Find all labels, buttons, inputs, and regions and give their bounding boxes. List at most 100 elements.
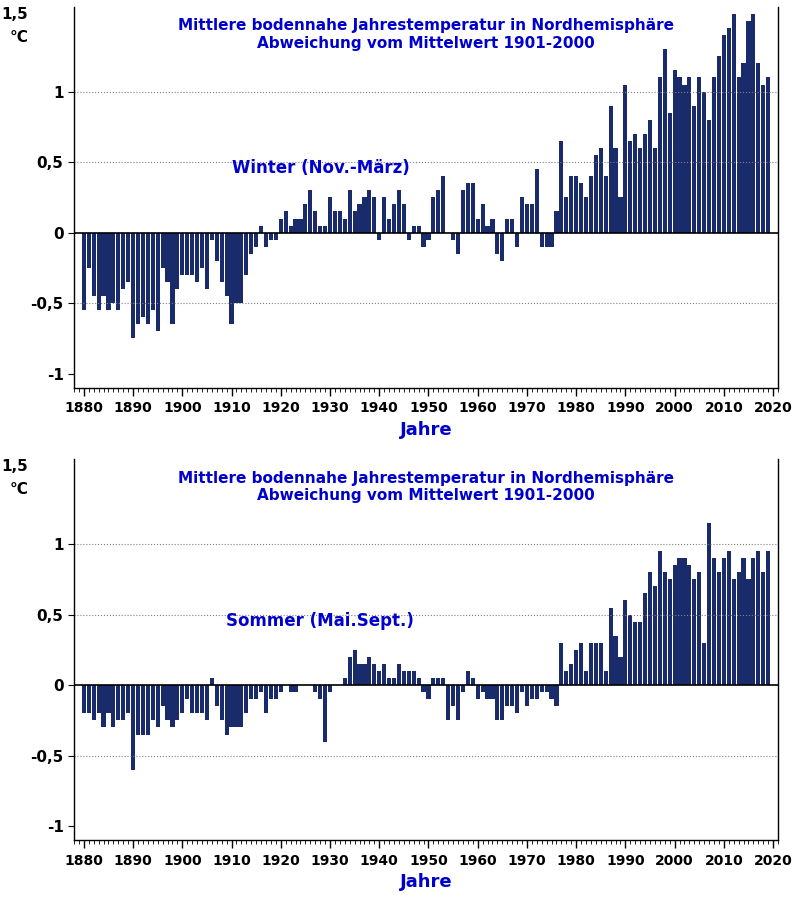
Bar bbox=[392, 678, 396, 685]
Bar bbox=[382, 198, 386, 233]
Bar bbox=[441, 678, 446, 685]
Bar bbox=[136, 233, 140, 324]
Bar bbox=[121, 233, 126, 289]
Bar bbox=[510, 218, 514, 233]
Bar bbox=[372, 198, 377, 233]
Bar bbox=[702, 643, 706, 685]
Bar bbox=[534, 169, 539, 233]
Bar bbox=[353, 650, 357, 685]
Bar bbox=[486, 685, 490, 700]
Bar bbox=[722, 559, 726, 685]
Bar bbox=[422, 685, 426, 692]
Bar bbox=[712, 559, 716, 685]
Bar bbox=[662, 49, 667, 233]
Bar bbox=[559, 141, 563, 233]
Bar bbox=[726, 28, 731, 233]
Bar bbox=[431, 198, 435, 233]
Bar bbox=[682, 84, 686, 233]
Bar bbox=[653, 586, 657, 685]
Bar bbox=[628, 614, 633, 685]
Bar bbox=[530, 205, 534, 233]
Bar bbox=[609, 106, 613, 233]
Bar bbox=[604, 671, 608, 685]
Bar bbox=[687, 77, 691, 233]
Bar bbox=[697, 77, 702, 233]
Bar bbox=[106, 685, 110, 713]
Bar bbox=[658, 77, 662, 233]
Bar bbox=[633, 621, 638, 685]
Bar bbox=[195, 685, 199, 713]
Bar bbox=[692, 106, 697, 233]
Bar bbox=[155, 233, 160, 331]
Bar bbox=[451, 233, 455, 240]
Bar bbox=[505, 685, 510, 707]
Bar bbox=[382, 664, 386, 685]
Bar bbox=[126, 233, 130, 282]
Text: Winter (Nov.-März): Winter (Nov.-März) bbox=[231, 159, 410, 177]
Bar bbox=[200, 233, 204, 268]
Bar bbox=[131, 233, 135, 339]
Bar bbox=[126, 685, 130, 713]
Bar bbox=[589, 176, 593, 233]
Bar bbox=[205, 685, 209, 720]
Bar bbox=[387, 678, 391, 685]
Text: °C: °C bbox=[10, 30, 28, 45]
Bar bbox=[446, 685, 450, 720]
Bar bbox=[737, 572, 741, 685]
Bar bbox=[486, 225, 490, 233]
Bar bbox=[402, 205, 406, 233]
Bar bbox=[662, 572, 667, 685]
Bar bbox=[166, 233, 170, 282]
Bar bbox=[692, 579, 697, 685]
Bar bbox=[456, 233, 460, 254]
Bar bbox=[678, 559, 682, 685]
Bar bbox=[441, 176, 446, 233]
Bar bbox=[406, 671, 411, 685]
Bar bbox=[294, 685, 298, 692]
Bar bbox=[239, 685, 243, 727]
Bar bbox=[86, 685, 91, 713]
Bar bbox=[269, 685, 273, 700]
Bar bbox=[141, 685, 145, 735]
Bar bbox=[623, 601, 627, 685]
Bar bbox=[249, 685, 254, 700]
Bar bbox=[490, 218, 494, 233]
Bar bbox=[545, 685, 549, 692]
Bar bbox=[328, 198, 332, 233]
Bar bbox=[82, 233, 86, 310]
Bar bbox=[461, 685, 465, 692]
Bar bbox=[195, 233, 199, 282]
Bar bbox=[377, 233, 382, 240]
Bar bbox=[682, 559, 686, 685]
Bar bbox=[323, 225, 327, 233]
Bar bbox=[274, 685, 278, 700]
Bar bbox=[495, 233, 499, 254]
Bar bbox=[746, 579, 750, 685]
Bar bbox=[598, 148, 603, 233]
Bar bbox=[244, 685, 248, 713]
Text: Mittlere bodennahe Jahrestemperatur in Nordhemisphäre
Abweichung vom Mittelwert : Mittlere bodennahe Jahrestemperatur in N… bbox=[178, 471, 674, 503]
Bar bbox=[358, 205, 362, 233]
Bar bbox=[362, 664, 366, 685]
Bar bbox=[342, 678, 347, 685]
Bar bbox=[643, 594, 647, 685]
Bar bbox=[476, 218, 480, 233]
Bar bbox=[185, 685, 190, 700]
Bar bbox=[638, 621, 642, 685]
Bar bbox=[397, 190, 401, 233]
Bar bbox=[525, 685, 529, 707]
Bar bbox=[732, 579, 736, 685]
Bar bbox=[328, 685, 332, 692]
Bar bbox=[111, 685, 115, 727]
Bar bbox=[190, 233, 194, 275]
Bar bbox=[254, 233, 258, 247]
Bar bbox=[751, 559, 755, 685]
Bar bbox=[230, 685, 234, 727]
Bar bbox=[102, 233, 106, 296]
X-axis label: Jahre: Jahre bbox=[400, 873, 452, 891]
Bar bbox=[234, 233, 238, 304]
Bar bbox=[761, 572, 766, 685]
Bar bbox=[515, 685, 519, 713]
Bar bbox=[436, 190, 441, 233]
Bar bbox=[481, 205, 485, 233]
